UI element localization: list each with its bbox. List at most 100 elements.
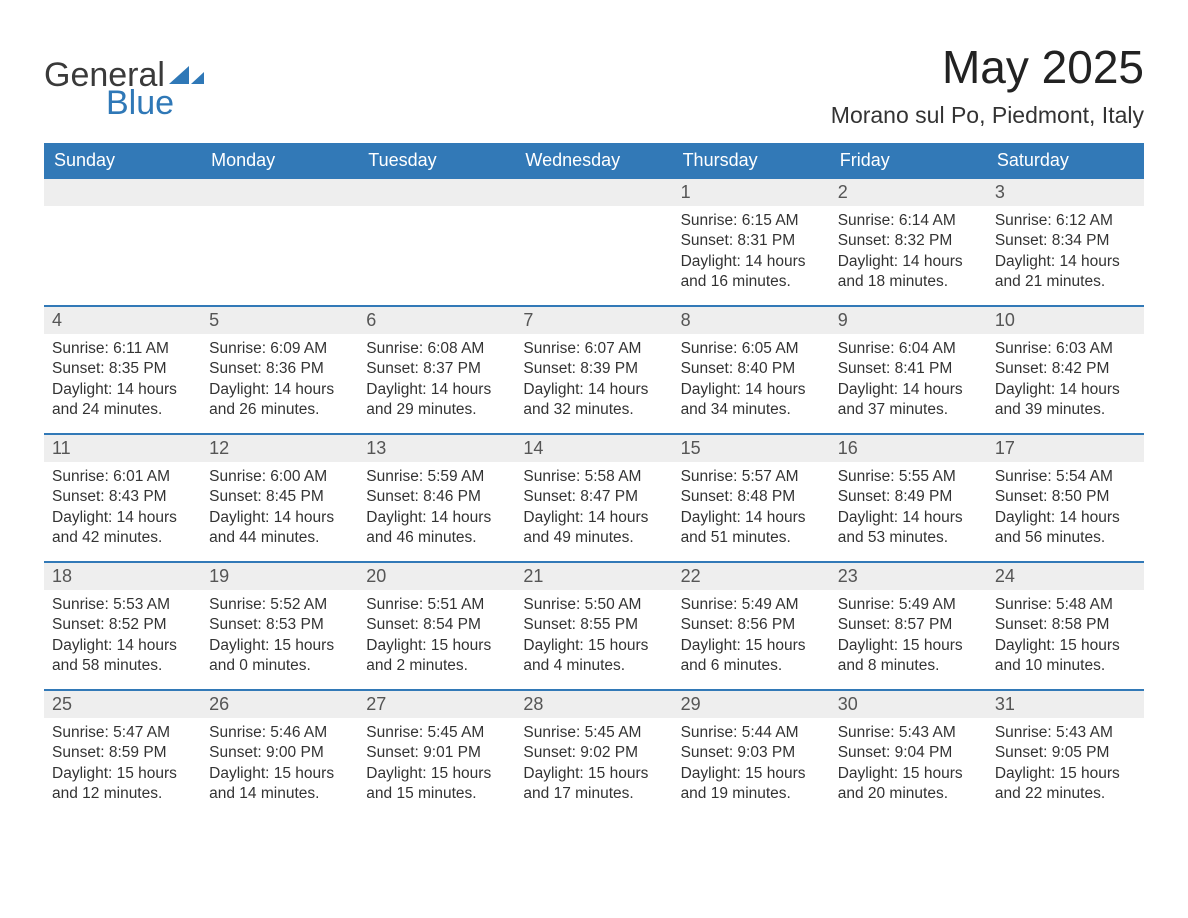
day-details: Sunrise: 5:47 AMSunset: 8:59 PMDaylight:… <box>44 718 201 809</box>
sunset-text: Sunset: 8:53 PM <box>209 615 350 635</box>
day-number: 21 <box>515 563 672 590</box>
day-cell: 11Sunrise: 6:01 AMSunset: 8:43 PMDayligh… <box>44 435 201 561</box>
day-cell: 31Sunrise: 5:43 AMSunset: 9:05 PMDayligh… <box>987 691 1144 817</box>
sunset-text: Sunset: 8:45 PM <box>209 487 350 507</box>
sunrise-text: Sunrise: 5:45 AM <box>523 723 664 743</box>
daylight-text: Daylight: 14 hours and 16 minutes. <box>681 252 822 293</box>
day-number: 24 <box>987 563 1144 590</box>
sunrise-text: Sunrise: 5:58 AM <box>523 467 664 487</box>
day-cell: 28 Sunrise: 5:45 AMSunset: 9:02 PMDayligh… <box>515 691 672 817</box>
day-cell: 6Sunrise: 6:08 AMSunset: 8:37 PMDaylight… <box>358 307 515 433</box>
day-details: Sunrise: 5:45 AMSunset: 9:01 PMDaylight:… <box>358 718 515 809</box>
day-number: 2 <box>830 179 987 206</box>
location-subtitle: Morano sul Po, Piedmont, Italy <box>831 102 1144 129</box>
sunrise-text: Sunrise: 6:01 AM <box>52 467 193 487</box>
sunset-text: Sunset: 8:58 PM <box>995 615 1136 635</box>
daylight-text: Daylight: 15 hours and 0 minutes. <box>209 636 350 677</box>
day-details: Sunrise: 6:08 AMSunset: 8:37 PMDaylight:… <box>358 334 515 425</box>
daylight-text: Daylight: 14 hours and 18 minutes. <box>838 252 979 293</box>
daylight-text: Daylight: 15 hours and 20 minutes. <box>838 764 979 805</box>
sunset-text: Sunset: 9:05 PM <box>995 743 1136 763</box>
day-details: Sunrise: 5:43 AMSunset: 9:04 PMDaylight:… <box>830 718 987 809</box>
daylight-text: Daylight: 15 hours and 6 minutes. <box>681 636 822 677</box>
day-details: Sunrise: 5:49 AMSunset: 8:57 PMDaylight:… <box>830 590 987 681</box>
day-cell: 20Sunrise: 5:51 AMSunset: 8:54 PMDayligh… <box>358 563 515 689</box>
sunset-text: Sunset: 8:48 PM <box>681 487 822 507</box>
weekday-header: Friday <box>830 143 987 179</box>
day-cell: 9Sunrise: 6:04 AMSunset: 8:41 PMDaylight… <box>830 307 987 433</box>
title-block: May 2025 Morano sul Po, Piedmont, Italy <box>831 40 1144 129</box>
sunrise-text: Sunrise: 5:43 AM <box>995 723 1136 743</box>
day-details: Sunrise: 5:59 AMSunset: 8:46 PMDaylight:… <box>358 462 515 553</box>
sunrise-text: Sunrise: 6:00 AM <box>209 467 350 487</box>
weekday-header: Monday <box>201 143 358 179</box>
day-cell: 21Sunrise: 5:50 AMSunset: 8:55 PMDayligh… <box>515 563 672 689</box>
day-number: 13 <box>358 435 515 462</box>
day-cell: 15Sunrise: 5:57 AMSunset: 8:48 PMDayligh… <box>673 435 830 561</box>
daylight-text: Daylight: 14 hours and 46 minutes. <box>366 508 507 549</box>
daylight-text: Daylight: 15 hours and 8 minutes. <box>838 636 979 677</box>
daylight-text: Daylight: 14 hours and 29 minutes. <box>366 380 507 421</box>
day-cell: 18Sunrise: 5:53 AMSunset: 8:52 PMDayligh… <box>44 563 201 689</box>
daylight-text: Daylight: 14 hours and 53 minutes. <box>838 508 979 549</box>
sunrise-text: Sunrise: 5:57 AM <box>681 467 822 487</box>
sunrise-text: Sunrise: 5:49 AM <box>838 595 979 615</box>
sunset-text: Sunset: 8:40 PM <box>681 359 822 379</box>
day-cell: 30Sunrise: 5:43 AMSunset: 9:04 PMDayligh… <box>830 691 987 817</box>
sunrise-text: Sunrise: 6:15 AM <box>681 211 822 231</box>
day-number: 30 <box>830 691 987 718</box>
day-details: Sunrise: 6:00 AMSunset: 8:45 PMDaylight:… <box>201 462 358 553</box>
sunset-text: Sunset: 8:59 PM <box>52 743 193 763</box>
weeks-container: 1Sunrise: 6:15 AMSunset: 8:31 PMDaylight… <box>44 179 1144 817</box>
day-details: Sunrise: 6:12 AMSunset: 8:34 PMDaylight:… <box>987 206 1144 297</box>
daylight-text: Daylight: 15 hours and 17 minutes. <box>523 764 664 805</box>
sunset-text: Sunset: 8:31 PM <box>681 231 822 251</box>
sunrise-text: Sunrise: 6:14 AM <box>838 211 979 231</box>
daylight-text: Daylight: 15 hours and 12 minutes. <box>52 764 193 805</box>
day-details: Sunrise: 5:43 AMSunset: 9:05 PMDaylight:… <box>987 718 1144 809</box>
daylight-text: Daylight: 14 hours and 34 minutes. <box>681 380 822 421</box>
sunset-text: Sunset: 8:47 PM <box>523 487 664 507</box>
sunrise-text: Sunrise: 5:48 AM <box>995 595 1136 615</box>
day-details: Sunrise: 5:53 AMSunset: 8:52 PMDaylight:… <box>44 590 201 681</box>
weekday-header: Tuesday <box>358 143 515 179</box>
day-number: 11 <box>44 435 201 462</box>
sunset-text: Sunset: 8:37 PM <box>366 359 507 379</box>
weekday-header: Saturday <box>987 143 1144 179</box>
day-cell: 3Sunrise: 6:12 AMSunset: 8:34 PMDaylight… <box>987 179 1144 305</box>
daylight-text: Daylight: 14 hours and 51 minutes. <box>681 508 822 549</box>
daylight-text: Daylight: 14 hours and 49 minutes. <box>523 508 664 549</box>
weekday-header: Sunday <box>44 143 201 179</box>
sunset-text: Sunset: 9:02 PM <box>523 743 664 763</box>
day-number: 23 <box>830 563 987 590</box>
day-cell: 23Sunrise: 5:49 AMSunset: 8:57 PMDayligh… <box>830 563 987 689</box>
day-details: Sunrise: 5:57 AMSunset: 8:48 PMDaylight:… <box>673 462 830 553</box>
day-cell <box>44 179 201 305</box>
sunrise-text: Sunrise: 5:45 AM <box>366 723 507 743</box>
weekday-header: Wednesday <box>515 143 672 179</box>
day-cell: 27Sunrise: 5:45 AMSunset: 9:01 PMDayligh… <box>358 691 515 817</box>
day-cell: 22Sunrise: 5:49 AMSunset: 8:56 PMDayligh… <box>673 563 830 689</box>
header: General Blue May 2025 Morano sul Po, Pie… <box>44 40 1144 129</box>
sunrise-text: Sunrise: 6:07 AM <box>523 339 664 359</box>
sunrise-text: Sunrise: 5:53 AM <box>52 595 193 615</box>
day-number: 25 <box>44 691 201 718</box>
sunset-text: Sunset: 8:34 PM <box>995 231 1136 251</box>
week-row: 18Sunrise: 5:53 AMSunset: 8:52 PMDayligh… <box>44 561 1144 689</box>
day-cell: 12Sunrise: 6:00 AMSunset: 8:45 PMDayligh… <box>201 435 358 561</box>
sunset-text: Sunset: 8:46 PM <box>366 487 507 507</box>
sunrise-text: Sunrise: 5:44 AM <box>681 723 822 743</box>
brand-logo: General Blue <box>44 40 205 120</box>
sunrise-text: Sunrise: 5:52 AM <box>209 595 350 615</box>
daylight-text: Daylight: 14 hours and 56 minutes. <box>995 508 1136 549</box>
sunset-text: Sunset: 8:57 PM <box>838 615 979 635</box>
day-cell: 19Sunrise: 5:52 AMSunset: 8:53 PMDayligh… <box>201 563 358 689</box>
day-details: Sunrise: 6:11 AMSunset: 8:35 PMDaylight:… <box>44 334 201 425</box>
day-details: Sunrise: 5:54 AMSunset: 8:50 PMDaylight:… <box>987 462 1144 553</box>
day-details: Sunrise: 5:48 AMSunset: 8:58 PMDaylight:… <box>987 590 1144 681</box>
day-number: 26 <box>201 691 358 718</box>
day-cell: 26Sunrise: 5:46 AMSunset: 9:00 PMDayligh… <box>201 691 358 817</box>
day-number: 28 <box>515 691 672 718</box>
sunrise-text: Sunrise: 5:47 AM <box>52 723 193 743</box>
week-row: 4Sunrise: 6:11 AMSunset: 8:35 PMDaylight… <box>44 305 1144 433</box>
